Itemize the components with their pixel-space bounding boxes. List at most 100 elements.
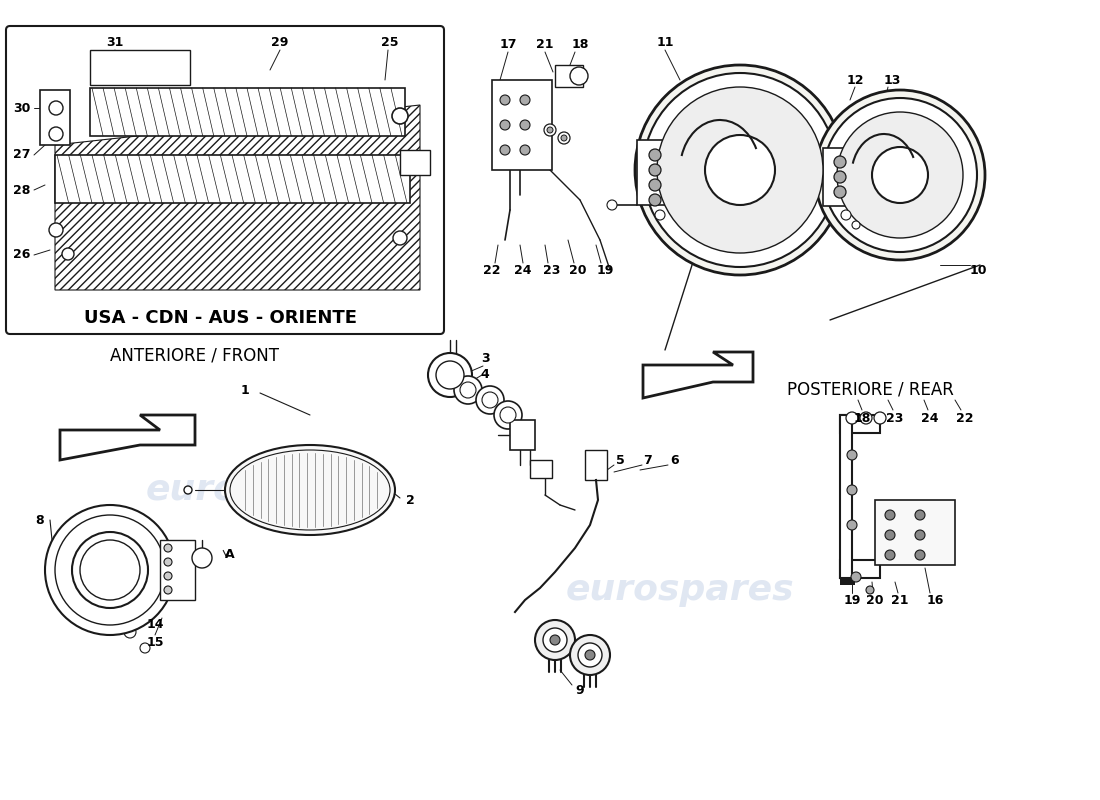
Circle shape [62,248,74,260]
Circle shape [851,572,861,582]
Circle shape [500,145,510,155]
Circle shape [649,149,661,161]
Circle shape [657,87,823,253]
Bar [400,150,430,175]
Text: 25: 25 [382,35,398,49]
Circle shape [520,120,530,130]
Circle shape [886,510,895,520]
Circle shape [460,382,476,398]
Circle shape [823,98,977,252]
Circle shape [654,210,666,220]
Circle shape [393,231,407,245]
Circle shape [550,635,560,645]
Bar [40,90,70,145]
Text: eurospares: eurospares [145,473,374,507]
Circle shape [570,635,611,675]
Circle shape [570,67,589,85]
Bar [840,560,880,578]
Bar [492,80,552,170]
Circle shape [649,194,661,206]
Circle shape [886,530,895,540]
Text: 20: 20 [570,263,586,277]
Bar [160,540,195,600]
Text: A: A [226,549,234,562]
Circle shape [561,135,566,141]
Circle shape [860,412,872,424]
Circle shape [915,510,925,520]
Text: 16: 16 [926,594,944,606]
Circle shape [80,540,140,600]
Circle shape [644,73,837,267]
Text: 18: 18 [854,411,871,425]
Text: 31: 31 [107,35,123,49]
Text: 18: 18 [571,38,588,51]
Circle shape [866,586,874,594]
Polygon shape [60,415,195,460]
Text: 19: 19 [844,594,860,606]
Circle shape [705,135,776,205]
Circle shape [164,544,172,552]
Circle shape [874,412,886,424]
Circle shape [607,200,617,210]
Circle shape [500,120,510,130]
Text: 30: 30 [13,102,31,114]
Circle shape [886,550,895,560]
Text: 17: 17 [499,38,517,51]
Circle shape [547,127,553,133]
Bar [585,450,607,480]
Circle shape [500,407,516,423]
Circle shape [846,412,858,424]
Bar [823,148,868,206]
Circle shape [649,179,661,191]
Text: eurospares: eurospares [565,573,794,607]
Circle shape [192,548,212,568]
Circle shape [50,101,63,115]
Circle shape [454,376,482,404]
Text: 7: 7 [644,454,652,466]
Circle shape [164,558,172,566]
Polygon shape [840,415,855,585]
Circle shape [834,171,846,183]
Circle shape [55,515,165,625]
Text: 24: 24 [922,411,938,425]
Text: 8: 8 [35,514,44,526]
Circle shape [520,95,530,105]
Circle shape [544,124,556,136]
Text: 22: 22 [956,411,974,425]
Circle shape [558,132,570,144]
Circle shape [50,127,63,141]
Circle shape [184,486,192,494]
Bar [556,65,583,87]
Ellipse shape [226,445,395,535]
Circle shape [500,95,510,105]
Circle shape [834,156,846,168]
Circle shape [140,643,150,653]
Circle shape [635,65,845,275]
Text: 22: 22 [483,263,500,277]
Bar [874,500,955,565]
Circle shape [837,112,962,238]
Circle shape [834,186,846,198]
Circle shape [543,628,566,652]
Circle shape [815,90,984,260]
Text: 26: 26 [13,249,31,262]
Text: 11: 11 [657,35,673,49]
Circle shape [520,145,530,155]
Circle shape [50,223,63,237]
Bar [530,460,552,478]
Text: ANTERIORE / FRONT: ANTERIORE / FRONT [110,346,279,364]
Text: 1: 1 [241,383,250,397]
Circle shape [124,626,136,638]
Circle shape [45,505,175,635]
Text: USA - CDN - AUS - ORIENTE: USA - CDN - AUS - ORIENTE [84,309,356,327]
Bar [840,415,852,578]
Circle shape [872,147,928,203]
Text: 21: 21 [891,594,909,606]
Circle shape [164,586,172,594]
Text: 3: 3 [481,351,490,365]
Bar [90,88,405,136]
Circle shape [842,210,851,220]
Circle shape [494,401,522,429]
Text: 4: 4 [481,369,490,382]
Text: 6: 6 [671,454,680,466]
